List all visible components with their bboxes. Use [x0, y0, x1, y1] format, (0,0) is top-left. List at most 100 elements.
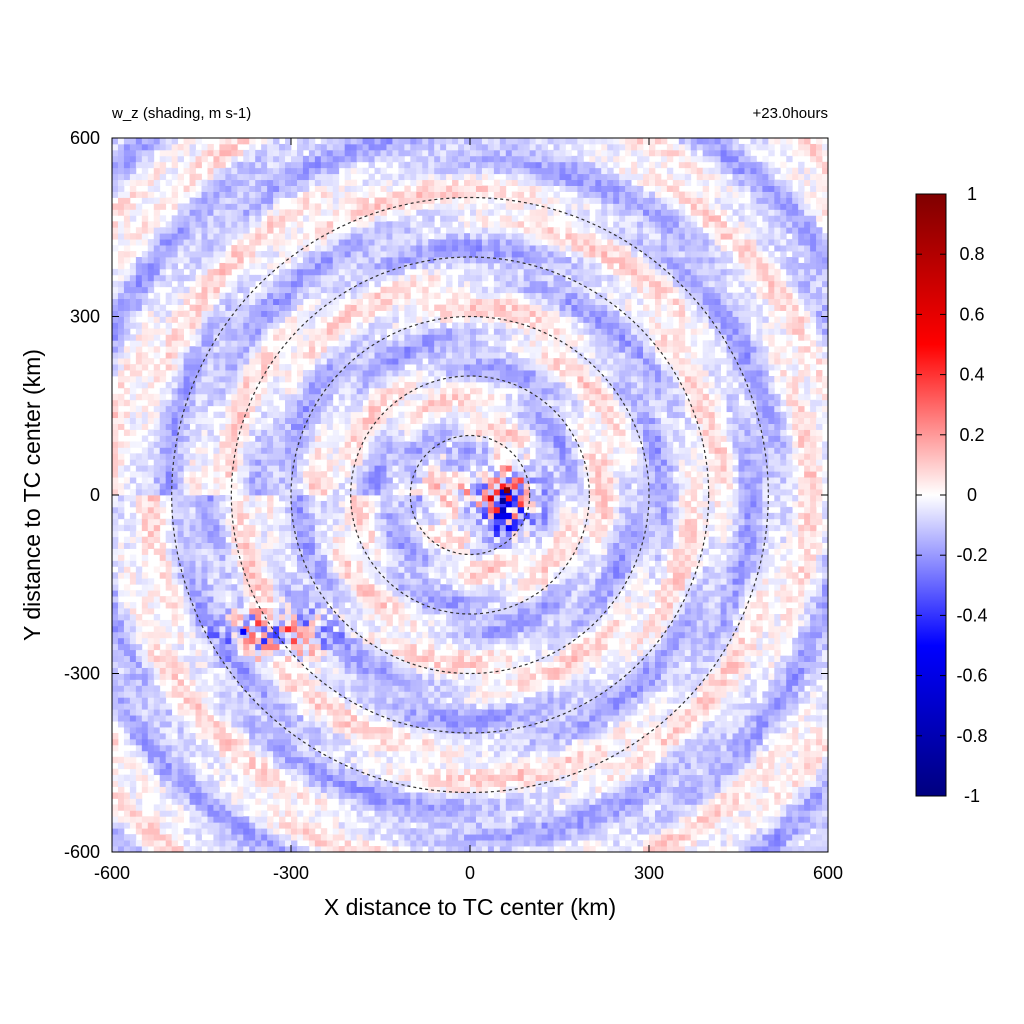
heat-cell [207, 548, 214, 555]
heat-cell [112, 756, 119, 764]
heat-cell [207, 661, 214, 668]
heat-cell [273, 334, 280, 341]
heat-cell [207, 257, 214, 264]
heat-cell [129, 602, 137, 609]
heat-cell [362, 221, 369, 228]
heat-cell [338, 721, 346, 728]
heat-cell [291, 584, 298, 591]
heat-cell [350, 738, 358, 746]
heat-cell [374, 429, 381, 436]
heat-cell [380, 495, 387, 502]
heat-cell [362, 292, 369, 300]
heat-cell [386, 744, 393, 752]
heat-cell [189, 566, 196, 573]
heat-cell [219, 721, 226, 728]
heat-cell [207, 810, 214, 817]
heat-cell [117, 673, 125, 680]
heat-cell [153, 780, 161, 787]
heat-cell [147, 245, 155, 252]
heat-cell [249, 364, 256, 371]
heat-cell [147, 542, 155, 549]
heat-cell [302, 554, 310, 561]
heat-cell [249, 560, 256, 567]
heat-cell [183, 768, 190, 776]
heat-cell [296, 554, 304, 561]
heat-cell [117, 203, 125, 210]
heat-cell [296, 614, 304, 621]
heat-cell [344, 608, 352, 615]
heat-cell [332, 286, 340, 294]
heat-cell [296, 542, 304, 549]
heat-cell [255, 798, 262, 805]
heat-cell [344, 370, 352, 377]
heat-cell [141, 215, 149, 222]
heat-cell [368, 310, 375, 317]
heat-cell [207, 364, 214, 371]
heat-cell [249, 512, 256, 520]
heat-cell [147, 709, 155, 716]
heat-cell [291, 810, 298, 817]
heat-cell [279, 173, 286, 181]
heat-cell [279, 750, 286, 758]
heat-cell [219, 542, 226, 549]
heat-cell [171, 649, 179, 657]
heat-cell [171, 495, 179, 502]
heat-cell [332, 834, 340, 841]
heat-cell [308, 453, 316, 460]
heat-cell [159, 816, 167, 823]
heat-cell [285, 191, 292, 198]
heat-cell [296, 429, 304, 436]
heat-cell [356, 691, 363, 698]
heat-cell [201, 798, 208, 805]
heat-cell [356, 429, 363, 436]
heat-cell [153, 435, 161, 442]
heat-cell [171, 334, 179, 341]
heat-cell [386, 578, 393, 585]
heat-cell [207, 346, 214, 353]
heat-cell [314, 447, 322, 454]
heat-cell [273, 149, 280, 157]
heat-cell [207, 328, 214, 335]
heat-cell [159, 197, 167, 204]
heat-cell [123, 756, 131, 764]
heat-cell [177, 744, 184, 752]
heat-cell [141, 750, 149, 758]
heat-cell [332, 667, 340, 674]
heat-cell [117, 786, 125, 793]
heat-cell [171, 370, 179, 377]
heat-cell [129, 637, 137, 645]
heat-cell [225, 399, 232, 407]
heat-cell [249, 340, 256, 347]
heat-cell [243, 245, 250, 252]
heat-cell [279, 185, 286, 192]
heat-cell [207, 667, 214, 674]
heat-cell [374, 483, 381, 490]
heat-cell [117, 257, 125, 264]
heat-cell [189, 233, 196, 240]
heat-cell [207, 340, 214, 347]
heat-cell [213, 608, 220, 615]
heat-cell [344, 619, 352, 627]
heat-cell [296, 227, 304, 234]
heat-cell [225, 572, 232, 579]
heat-cell [338, 292, 346, 300]
heat-cell [147, 447, 155, 454]
heat-cell [291, 792, 298, 799]
heat-cell [237, 173, 244, 181]
heat-cell [338, 257, 346, 264]
heat-cell [344, 590, 352, 597]
heat-cell [231, 304, 238, 311]
heat-cell [129, 268, 137, 276]
heat-cell [332, 590, 340, 597]
heat-cell [189, 286, 196, 294]
heat-cell [219, 822, 226, 829]
heat-cell [249, 465, 256, 472]
heat-cell [314, 631, 322, 639]
heat-cell [112, 370, 119, 377]
heat-cell [249, 387, 256, 395]
heat-cell [296, 727, 304, 734]
heat-cell [183, 608, 190, 615]
heat-cell [177, 798, 184, 805]
heat-cell [332, 209, 340, 216]
heat-cell [392, 310, 399, 317]
